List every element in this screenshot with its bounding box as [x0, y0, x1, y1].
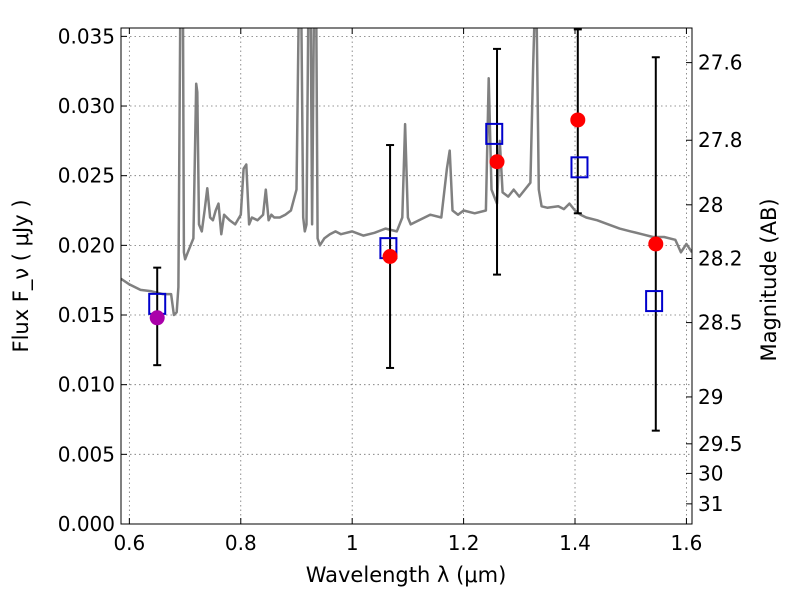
- model-point: [570, 156, 589, 179]
- x-tick-label: 0.8: [225, 531, 257, 555]
- observed-point: [149, 310, 165, 326]
- observed-point: [570, 112, 586, 128]
- axes-frame: [120, 27, 693, 525]
- x-tick-label: 1.4: [559, 531, 591, 555]
- right-y-axis-label: Magnitude (AB): [757, 198, 781, 361]
- right-tick-label: 31: [698, 492, 723, 516]
- observed-point: [489, 154, 505, 170]
- y-tick-label: 0.030: [58, 94, 115, 118]
- template-spectrum-line: [121, 28, 692, 317]
- y-tick-label: 0.010: [58, 373, 115, 397]
- plot-area: [121, 28, 692, 432]
- x-tick-label: 0.6: [113, 531, 145, 555]
- y-axis-label: Flux F_ν ( μJy ): [9, 199, 34, 352]
- x-tick-label: 1.2: [448, 531, 480, 555]
- model-point: [485, 122, 504, 145]
- axis-ticks: 0.6 0.8 1 1.2 1.4 1.6 0.000 0.005 0.010 0.015 0.02…: [58, 24, 743, 555]
- grid-lines: [121, 28, 692, 524]
- y-tick-label: 0.035: [58, 24, 115, 48]
- y-tick-label: 0.005: [58, 442, 115, 466]
- x-axis-label: Wavelength λ (μm): [306, 563, 507, 587]
- x-tick-label: 1.6: [671, 531, 703, 555]
- model-point: [645, 290, 664, 313]
- right-tick-label: 29.5: [698, 432, 743, 456]
- y-tick-label: 0.000: [58, 512, 115, 536]
- x-tick-label: 1: [346, 531, 359, 555]
- right-tick-label: 27.8: [698, 128, 743, 152]
- y-tick-label: 0.020: [58, 233, 115, 257]
- right-tick-label: 28: [698, 193, 723, 217]
- y-tick-label: 0.025: [58, 164, 115, 188]
- right-tick-label: 28.2: [698, 247, 743, 271]
- y-tick-label: 0.015: [58, 303, 115, 327]
- right-tick-label: 29: [698, 385, 723, 409]
- right-tick-label: 28.5: [698, 311, 743, 335]
- observed-point: [648, 236, 664, 252]
- right-tick-label: 27.6: [698, 51, 743, 75]
- observed-point: [382, 248, 398, 264]
- right-tick-label: 30: [698, 461, 723, 485]
